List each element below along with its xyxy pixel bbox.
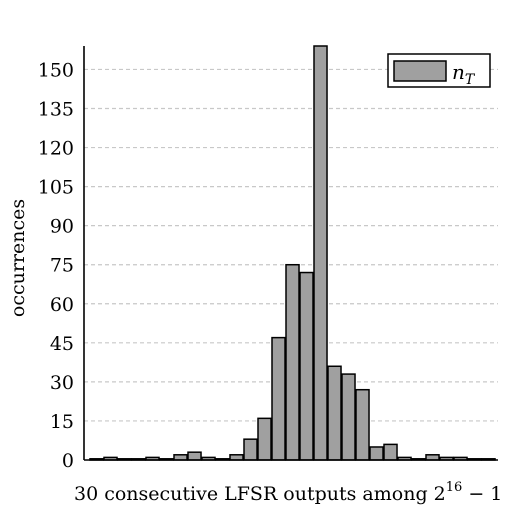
- legend-swatch: [393, 60, 447, 82]
- y-tick-label: 120: [38, 138, 74, 160]
- bar: [383, 443, 398, 461]
- y-tick-label: 60: [50, 294, 74, 316]
- legend: nT: [387, 53, 491, 88]
- y-tick-label: 105: [38, 177, 74, 199]
- y-tick-label: 150: [38, 59, 74, 81]
- bar: [341, 373, 356, 461]
- axes: [83, 46, 498, 461]
- x-axis-label: 30 consecutive LFSR outputs among 216 − …: [74, 480, 502, 505]
- bar: [355, 388, 370, 461]
- legend-label-sub: T: [465, 72, 476, 88]
- bar: [271, 336, 286, 461]
- y-tick-label: 0: [62, 450, 74, 472]
- x-axis-label-suffix: − 1: [462, 483, 502, 505]
- y-tick-labels: 0 15 30 45 60 75 90 105 120 135 150: [38, 59, 74, 472]
- bar: [327, 365, 342, 461]
- bar: [257, 417, 272, 461]
- bar: [285, 263, 300, 461]
- x-axis-label-exponent: 16: [446, 480, 463, 495]
- bar: [313, 45, 328, 461]
- y-tick-label: 15: [50, 411, 74, 433]
- bar: [243, 438, 258, 461]
- bars: [89, 45, 496, 461]
- y-tick-label: 30: [50, 372, 74, 394]
- y-axis-label: occurrences: [7, 199, 29, 317]
- y-tick-label: 90: [50, 216, 74, 238]
- legend-label: nT: [452, 60, 476, 88]
- legend-label-base: n: [452, 60, 465, 84]
- x-axis-label-prefix: 30 consecutive LFSR outputs among 2: [74, 483, 446, 505]
- y-tick-label: 75: [50, 255, 74, 277]
- bar: [369, 446, 384, 461]
- y-tick-label: 135: [38, 98, 74, 120]
- bar: [299, 271, 314, 461]
- y-tick-label: 45: [50, 333, 74, 355]
- bar: [187, 451, 202, 461]
